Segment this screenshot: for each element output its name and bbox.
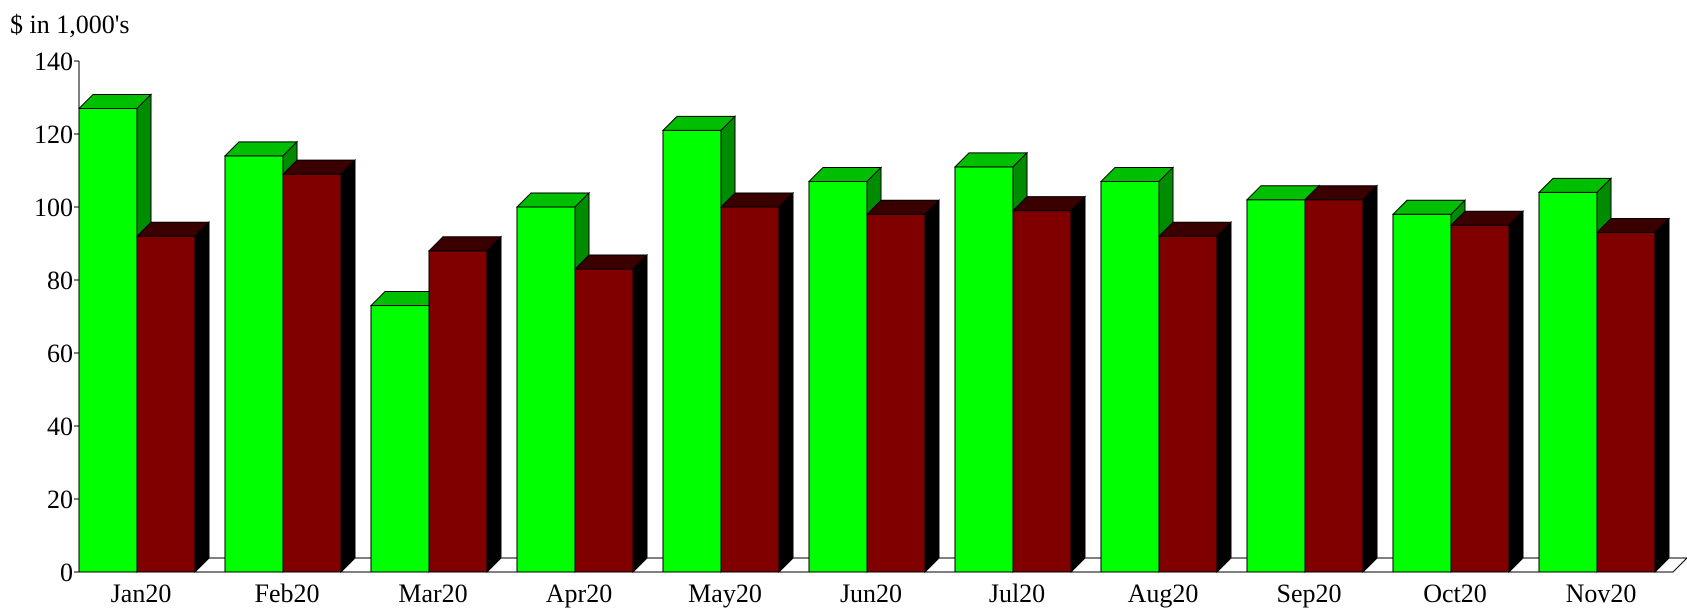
x-tick-label: Mar20: [398, 579, 467, 608]
bars-group: [77, 93, 1671, 574]
x-tick-label: Jan20: [111, 579, 172, 608]
y-tick-label: 100: [34, 193, 73, 222]
y-axis: 0 20 40 60 80 100 120 140: [34, 47, 80, 587]
y-tick-label: 80: [47, 266, 73, 295]
bar-jul20-series2: [1011, 195, 1087, 574]
y-axis-label: $ in 1,000's: [10, 10, 130, 39]
bar-front: [574, 268, 634, 573]
bar-front: [1450, 224, 1510, 573]
bar-apr20-series2: [573, 253, 649, 574]
x-tick-label: Sep20: [1277, 579, 1342, 608]
x-tick-label: Aug20: [1128, 579, 1199, 608]
x-tick-label: Apr20: [546, 579, 612, 608]
bar-aug20-series2: [1157, 220, 1233, 574]
x-tick-label: Jun20: [840, 579, 902, 608]
bar-side: [778, 191, 794, 574]
bar-side: [1216, 220, 1232, 574]
bar-mar20-series2: [427, 235, 503, 574]
bar-front: [954, 166, 1014, 573]
bar-front: [1012, 210, 1072, 573]
bar-side: [340, 158, 356, 574]
bar-front: [1538, 191, 1598, 573]
bar-front: [662, 129, 722, 573]
y-tick-label: 60: [47, 339, 73, 368]
x-tick-label: Oct20: [1423, 579, 1487, 608]
bar-front: [1596, 232, 1656, 573]
y-tick-label: 40: [47, 412, 73, 441]
y-tick-label: 0: [60, 558, 73, 587]
bar-front: [516, 206, 576, 573]
bar-jan20-series2: [135, 220, 211, 574]
y-tick-label: 20: [47, 485, 73, 514]
bar-front: [282, 173, 342, 573]
bar-front: [808, 180, 868, 573]
y-tick-label: 120: [34, 120, 73, 149]
bar-sep20-series2: [1303, 184, 1379, 574]
bar-side: [1654, 217, 1670, 574]
bar-side: [924, 199, 940, 574]
bar-front: [1246, 199, 1306, 573]
bar-front: [1100, 180, 1160, 573]
bar-side: [194, 220, 210, 574]
bar-nov20-series2: [1595, 217, 1671, 574]
bar-front: [720, 206, 780, 573]
bar-jan20-series1: [77, 93, 153, 574]
bar-front: [866, 213, 926, 573]
bar-side: [486, 235, 502, 574]
x-tick-label: Nov20: [1566, 579, 1637, 608]
y-tick-label: 140: [34, 47, 73, 76]
bar-front: [370, 305, 430, 573]
bar-side: [1070, 195, 1086, 574]
bar-oct20-series2: [1449, 210, 1525, 574]
bar-feb20-series2: [281, 158, 357, 574]
bar-front: [1304, 199, 1364, 573]
bar-jun20-series2: [865, 199, 941, 574]
bar-front: [78, 107, 138, 573]
bar-may20-series2: [719, 191, 795, 574]
bar-side: [632, 253, 648, 574]
x-tick-label: Feb20: [255, 579, 320, 608]
x-tick-label: Jul20: [989, 579, 1045, 608]
bar-front: [1392, 213, 1452, 573]
bar-front: [136, 235, 196, 573]
x-axis: Jan20 Feb20 Mar20 Apr20 May20 Jun20 Jul20 Aug20…: [111, 579, 1637, 608]
x-tick-label: May20: [688, 579, 762, 608]
bar-side: [1362, 184, 1378, 574]
bar-front: [224, 155, 284, 573]
bar-front: [1158, 235, 1218, 573]
bar-front: [428, 250, 488, 573]
bar-side: [1508, 210, 1524, 574]
